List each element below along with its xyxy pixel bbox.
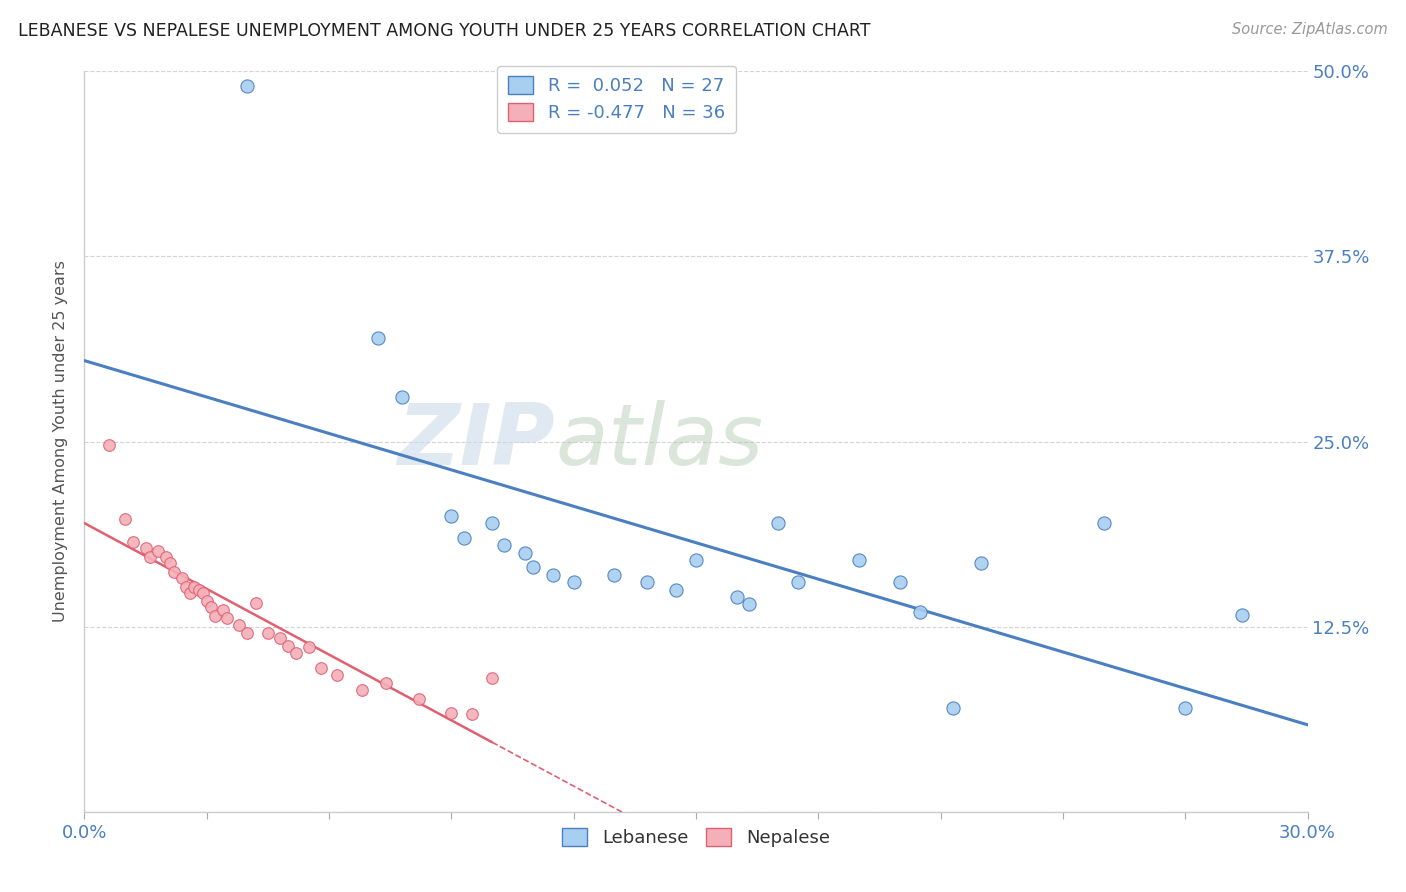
Point	[1174, 701, 1197, 715]
Point	[970, 556, 993, 570]
Point	[200, 600, 222, 615]
Point	[97, 437, 120, 451]
Point	[942, 701, 965, 715]
Point	[685, 553, 707, 567]
Y-axis label: Unemployment Among Youth under 25 years: Unemployment Among Youth under 25 years	[53, 260, 69, 623]
Point	[665, 582, 688, 597]
Point	[277, 639, 299, 653]
Point	[217, 611, 239, 625]
Point	[135, 541, 157, 556]
Point	[543, 567, 565, 582]
Point	[367, 331, 389, 345]
Point	[1232, 607, 1254, 622]
Point	[163, 565, 186, 579]
Point	[179, 585, 201, 599]
Point	[350, 683, 373, 698]
Point	[191, 585, 214, 599]
Point	[440, 508, 463, 523]
Text: ZIP: ZIP	[398, 400, 555, 483]
Point	[309, 661, 332, 675]
Point	[195, 594, 218, 608]
Point	[636, 575, 658, 590]
Point	[848, 553, 870, 567]
Point	[725, 590, 748, 604]
Text: atlas: atlas	[555, 400, 763, 483]
Text: Source: ZipAtlas.com: Source: ZipAtlas.com	[1232, 22, 1388, 37]
Point	[138, 549, 160, 564]
Point	[245, 596, 267, 610]
Point	[183, 580, 205, 594]
Point	[391, 390, 413, 404]
Point	[159, 556, 181, 570]
Point	[187, 582, 209, 597]
Point	[408, 692, 430, 706]
Point	[212, 603, 235, 617]
Point	[269, 632, 291, 646]
Point	[122, 535, 145, 549]
Point	[603, 567, 626, 582]
Point	[513, 546, 536, 560]
Point	[172, 571, 194, 585]
Point	[298, 640, 321, 655]
Point	[204, 609, 226, 624]
Point	[155, 549, 177, 564]
Point	[481, 672, 503, 686]
Point	[738, 598, 761, 612]
Point	[114, 511, 136, 525]
Point	[174, 580, 197, 594]
Point	[787, 575, 810, 590]
Point	[766, 516, 789, 530]
Point	[236, 79, 259, 94]
Point	[453, 531, 475, 545]
Point	[494, 538, 516, 552]
Point	[228, 618, 250, 632]
Point	[257, 625, 280, 640]
Point	[522, 560, 544, 574]
Point	[481, 516, 503, 530]
Point	[562, 575, 585, 590]
Legend: Lebanese, Nepalese: Lebanese, Nepalese	[555, 822, 837, 855]
Point	[910, 605, 932, 619]
Point	[461, 706, 484, 721]
Point	[440, 706, 463, 720]
Point	[146, 544, 169, 558]
Point	[1092, 516, 1115, 530]
Point	[889, 575, 911, 590]
Point	[375, 676, 398, 690]
Point	[326, 668, 349, 682]
Point	[236, 625, 259, 640]
Point	[285, 646, 308, 660]
Text: LEBANESE VS NEPALESE UNEMPLOYMENT AMONG YOUTH UNDER 25 YEARS CORRELATION CHART: LEBANESE VS NEPALESE UNEMPLOYMENT AMONG …	[18, 22, 870, 40]
